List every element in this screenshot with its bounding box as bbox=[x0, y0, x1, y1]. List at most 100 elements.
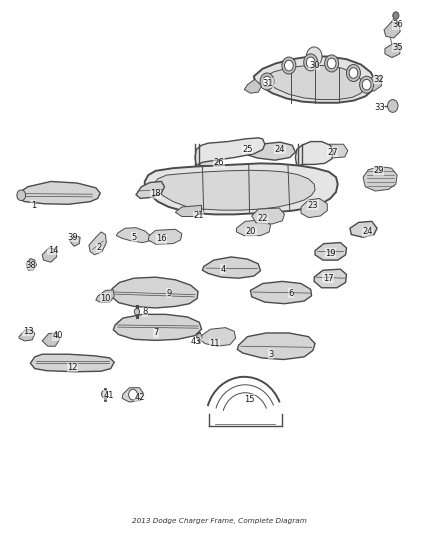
Text: 2: 2 bbox=[96, 244, 102, 253]
Polygon shape bbox=[112, 277, 198, 308]
Polygon shape bbox=[237, 220, 271, 236]
Text: 18: 18 bbox=[150, 189, 161, 198]
Polygon shape bbox=[113, 314, 201, 341]
Polygon shape bbox=[263, 66, 364, 100]
Circle shape bbox=[134, 309, 140, 315]
Polygon shape bbox=[350, 221, 377, 237]
Polygon shape bbox=[251, 281, 311, 304]
Text: 19: 19 bbox=[325, 249, 336, 258]
Circle shape bbox=[282, 57, 296, 74]
Polygon shape bbox=[202, 257, 261, 278]
Text: 16: 16 bbox=[156, 235, 167, 244]
Polygon shape bbox=[237, 333, 315, 360]
Text: 10: 10 bbox=[100, 294, 111, 303]
Circle shape bbox=[306, 57, 315, 68]
Polygon shape bbox=[254, 56, 375, 103]
Text: 2013 Dodge Charger Frame, Complete Diagram: 2013 Dodge Charger Frame, Complete Diagr… bbox=[131, 518, 307, 524]
Text: 7: 7 bbox=[153, 328, 159, 337]
Circle shape bbox=[260, 73, 274, 90]
Text: 11: 11 bbox=[209, 339, 220, 348]
Polygon shape bbox=[314, 269, 346, 288]
Circle shape bbox=[304, 54, 318, 71]
Polygon shape bbox=[244, 79, 262, 93]
Text: 20: 20 bbox=[246, 228, 256, 237]
Text: 9: 9 bbox=[166, 288, 171, 297]
Text: 26: 26 bbox=[214, 158, 224, 167]
Polygon shape bbox=[315, 243, 346, 260]
Circle shape bbox=[325, 55, 339, 72]
Polygon shape bbox=[42, 333, 60, 346]
Text: 13: 13 bbox=[23, 327, 34, 336]
Circle shape bbox=[285, 60, 293, 71]
Polygon shape bbox=[145, 164, 338, 214]
Circle shape bbox=[393, 12, 399, 19]
Text: 32: 32 bbox=[373, 75, 384, 84]
Polygon shape bbox=[301, 198, 327, 217]
Polygon shape bbox=[195, 138, 265, 165]
Polygon shape bbox=[122, 387, 144, 402]
Polygon shape bbox=[200, 328, 236, 346]
Text: 24: 24 bbox=[275, 145, 286, 154]
Polygon shape bbox=[252, 208, 285, 224]
Polygon shape bbox=[384, 22, 400, 38]
Text: 8: 8 bbox=[142, 307, 148, 316]
Text: 25: 25 bbox=[242, 145, 253, 154]
Text: 42: 42 bbox=[134, 393, 145, 402]
Text: 36: 36 bbox=[392, 20, 403, 29]
Polygon shape bbox=[363, 166, 397, 191]
Circle shape bbox=[129, 389, 138, 400]
Text: 38: 38 bbox=[25, 261, 36, 270]
Circle shape bbox=[388, 100, 398, 112]
Polygon shape bbox=[295, 142, 333, 165]
Text: 23: 23 bbox=[307, 201, 318, 210]
Polygon shape bbox=[136, 181, 164, 198]
Polygon shape bbox=[117, 228, 151, 243]
Text: 6: 6 bbox=[288, 288, 294, 297]
Text: 39: 39 bbox=[67, 233, 78, 242]
Circle shape bbox=[346, 64, 360, 82]
Circle shape bbox=[197, 334, 202, 340]
Text: 17: 17 bbox=[323, 273, 333, 282]
Text: 30: 30 bbox=[309, 61, 319, 70]
Circle shape bbox=[263, 76, 272, 87]
Polygon shape bbox=[19, 329, 35, 341]
Circle shape bbox=[17, 190, 25, 200]
Polygon shape bbox=[153, 170, 315, 210]
Polygon shape bbox=[70, 236, 80, 246]
Polygon shape bbox=[148, 229, 182, 244]
Text: 21: 21 bbox=[193, 212, 204, 221]
Text: 3: 3 bbox=[268, 350, 274, 359]
Polygon shape bbox=[196, 152, 221, 165]
Text: 31: 31 bbox=[263, 78, 273, 87]
Text: 33: 33 bbox=[374, 102, 385, 111]
Polygon shape bbox=[30, 354, 114, 372]
Text: 35: 35 bbox=[393, 43, 403, 52]
Circle shape bbox=[102, 390, 108, 398]
Polygon shape bbox=[96, 290, 114, 303]
Text: 14: 14 bbox=[48, 246, 58, 255]
Text: 27: 27 bbox=[327, 148, 338, 157]
Text: 15: 15 bbox=[244, 395, 255, 404]
Polygon shape bbox=[367, 75, 381, 91]
Text: 4: 4 bbox=[221, 265, 226, 273]
Text: 40: 40 bbox=[52, 331, 63, 340]
Circle shape bbox=[360, 76, 374, 93]
Polygon shape bbox=[175, 205, 201, 216]
Polygon shape bbox=[42, 248, 57, 262]
Circle shape bbox=[349, 68, 358, 78]
Circle shape bbox=[327, 58, 336, 69]
Polygon shape bbox=[319, 144, 348, 158]
Circle shape bbox=[306, 47, 322, 66]
Polygon shape bbox=[219, 143, 247, 157]
Text: 43: 43 bbox=[191, 337, 201, 346]
Text: 22: 22 bbox=[258, 214, 268, 223]
Text: 1: 1 bbox=[31, 201, 36, 210]
Circle shape bbox=[362, 79, 371, 90]
Polygon shape bbox=[89, 232, 106, 255]
Polygon shape bbox=[385, 43, 400, 58]
Text: 41: 41 bbox=[104, 391, 114, 400]
Polygon shape bbox=[26, 259, 36, 270]
Text: 24: 24 bbox=[362, 228, 373, 237]
Polygon shape bbox=[18, 181, 100, 204]
Text: 29: 29 bbox=[373, 166, 384, 175]
